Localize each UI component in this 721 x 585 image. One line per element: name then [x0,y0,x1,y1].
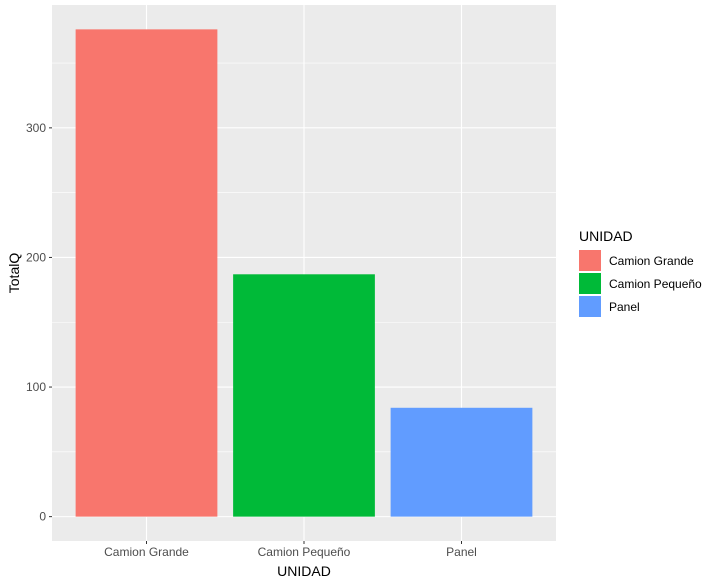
legend-title: UNIDAD [579,228,633,244]
x-tick-label: Panel [446,545,477,559]
y-tick-label: 100 [26,380,46,394]
x-axis-title: UNIDAD [277,563,331,579]
bars [75,29,533,517]
bar-2 [233,274,375,517]
legend-swatch [579,296,601,317]
x-axis: Camion Grande Camion Pequeño Panel [104,541,477,559]
legend-label: Camion Grande [609,254,694,268]
x-tick-label: Camion Grande [104,545,189,559]
legend-items: Camion Grande Camion Pequeño Panel [579,250,702,317]
y-axis-title: TotalQ [6,253,22,294]
legend-label: Panel [609,300,640,314]
legend-label: Camion Pequeño [609,277,702,291]
y-tick-label: 300 [26,121,46,135]
bar-3 [390,407,533,517]
bar-1 [75,29,218,517]
y-axis: 0 100 200 300 [26,121,52,524]
y-tick-label: 200 [26,250,46,264]
legend: UNIDAD Camion Grande Camion Pequeño Panel [579,228,702,317]
y-tick-label: 0 [39,510,46,524]
x-tick-label: Camion Pequeño [258,545,351,559]
legend-swatch [579,250,601,271]
legend-swatch [579,273,601,294]
